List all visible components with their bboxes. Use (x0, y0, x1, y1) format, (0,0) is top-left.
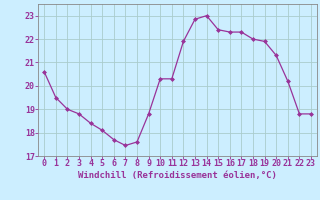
X-axis label: Windchill (Refroidissement éolien,°C): Windchill (Refroidissement éolien,°C) (78, 171, 277, 180)
